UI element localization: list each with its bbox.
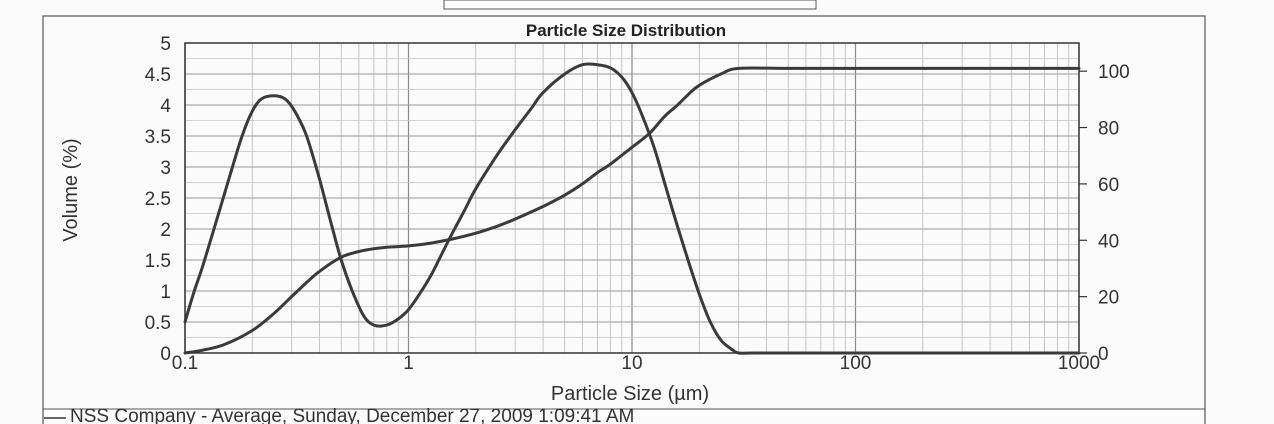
volume-distribution-line — [183, 62, 1081, 355]
y-tick-label: 1.5 — [145, 251, 171, 272]
y2-tick-label: 20 — [1098, 288, 1119, 309]
y-axis-label: Volume (%) — [60, 138, 82, 241]
top-edge-box — [443, 0, 817, 10]
y-tick-label: 0 — [160, 344, 171, 365]
x-axis-label: Particle Size (µm) — [551, 383, 709, 405]
y2-tick-label: 60 — [1098, 175, 1119, 196]
legend-entry: NSS Company - Average, Sunday, December … — [70, 406, 634, 424]
y-tick-label: 3 — [160, 158, 171, 179]
chart-frame — [42, 15, 1206, 424]
y-tick-label: 4 — [160, 96, 171, 117]
cumulative-volume-line — [183, 66, 1081, 355]
x-tick-label: 0.1 — [172, 353, 198, 374]
chart-title: Particle Size Distribution — [526, 21, 726, 40]
y2-tick-label: 0 — [1098, 344, 1109, 365]
x-tick-label: 1000 — [1058, 353, 1100, 374]
x-tick-label: 10 — [621, 353, 642, 374]
y-tick-label: 0.5 — [145, 313, 171, 334]
y-tick-label: 1 — [160, 282, 171, 303]
y-tick-label: 3.5 — [145, 127, 171, 148]
y-tick-label: 4.5 — [145, 65, 171, 86]
y-tick-label: 2.5 — [145, 189, 171, 210]
y2-tick-label: 80 — [1098, 119, 1119, 140]
y-tick-label: 2 — [160, 220, 171, 241]
y2-tick-label: 100 — [1098, 62, 1130, 83]
x-tick-label: 1 — [403, 353, 414, 374]
y2-tick-label: 40 — [1098, 231, 1119, 252]
series-group — [183, 62, 1081, 355]
plot-area-border — [184, 42, 1080, 354]
tick-labels: 0 0.5 1 1.5 2 2.5 3 3.5 4 4.5 5 0 20 40 60 80 100 0.1 1 10 1… — [145, 34, 1130, 374]
y-tick-label: 5 — [160, 34, 171, 55]
x-tick-label: 100 — [840, 353, 872, 374]
